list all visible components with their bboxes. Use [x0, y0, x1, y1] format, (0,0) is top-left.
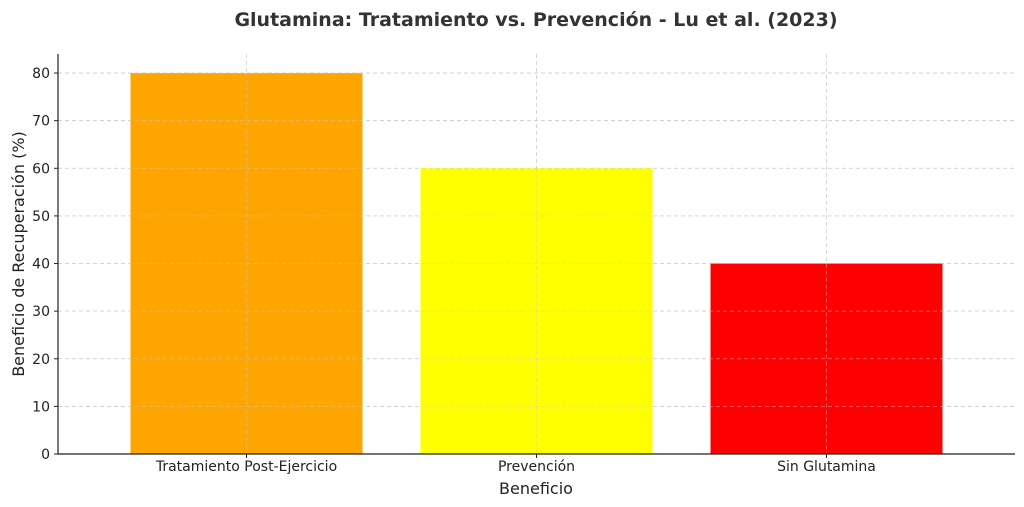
y-tick-label: 10 [32, 399, 50, 415]
y-tick-label: 70 [32, 114, 50, 130]
x-tick-label: Sin Glutamina [777, 459, 876, 475]
axes: 0 10 20 30 40 50 60 70 80 Tratamiento Post-Ejerci… [32, 54, 1015, 475]
x-tick-label: Tratamiento Post-Ejercicio [155, 459, 337, 475]
chart-title: Glutamina: Tratamiento vs. Prevención - … [234, 9, 837, 31]
y-tick-label: 60 [32, 161, 50, 177]
y-tick-label: 0 [41, 447, 50, 463]
y-tick-label: 20 [32, 352, 50, 368]
y-tick-label: 80 [32, 66, 50, 82]
y-tick-label: 30 [32, 304, 50, 320]
y-tick-label: 50 [32, 209, 50, 225]
bars [58, 72, 1015, 455]
x-tick-label: Prevención [498, 459, 575, 475]
y-tick-label: 40 [32, 257, 50, 273]
y-axis-label: Beneficio de Recuperación (%) [9, 131, 28, 377]
x-axis-label: Beneficio [499, 479, 573, 498]
